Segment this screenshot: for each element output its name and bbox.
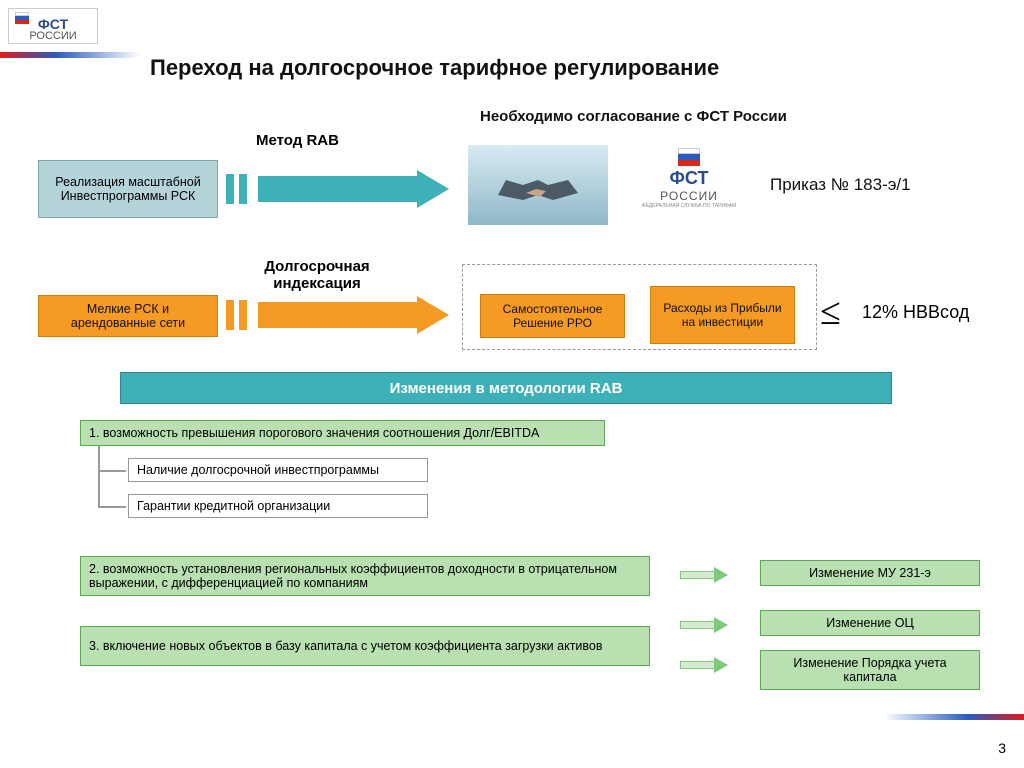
arrow-orange [258,296,458,334]
decor-gradient-tl [0,52,140,58]
change1: Изменение МУ 231-э [760,560,980,586]
approval-text: Необходимо согласование с ФСТ России [480,108,787,125]
handshake-image [468,145,608,225]
order-text: Приказ № 183-э/1 [770,175,911,195]
fst-sub: РОССИИ [634,189,744,203]
hvv-text: 12% НВВсод [862,302,969,323]
method-label: Метод RAB [256,132,339,149]
decor-gradient-br [884,714,1024,720]
logo-sub: РОССИИ [29,30,76,42]
page-number: 3 [998,740,1006,756]
arrow-teal [258,170,458,208]
item1b: Гарантии кредитной организации [128,494,428,518]
box-expenses: Расходы из Прибыли на инвестиции [650,286,795,344]
sm-arrow-3 [680,658,730,672]
box-rpo: Самостоятельное Решение РРО [480,294,625,338]
item1: 1. возможность превышения порогового зна… [80,420,605,446]
change2: Изменение ОЦ [760,610,980,636]
box-rsk-invest: Реализация масштабной Инвестпрограммы РС… [38,160,218,218]
fst-tiny: ФЕДЕРАЛЬНАЯ СЛУЖБА ПО ТАРИФАМ [634,203,744,209]
item1a: Наличие долгосрочной инвестпрограммы [128,458,428,482]
tree-v1 [98,446,100,508]
sm-arrow-2 [680,618,730,632]
ticks-orange [226,300,247,330]
fst-logo: ФСТ РОССИИ ФЕДЕРАЛЬНАЯ СЛУЖБА ПО ТАРИФАМ [634,148,744,209]
tree-h1 [98,470,126,472]
tree-h2 [98,506,126,508]
box-small-rsk: Мелкие РСК и арендованные сети [38,295,218,337]
fst-text: ФСТ [634,168,744,189]
sm-arrow-1 [680,568,730,582]
methodology-title: Изменения в методологии RAB [120,372,892,404]
index-label: Долгосрочная индексация [252,258,382,292]
page-title: Переход на долгосрочное тарифное регулир… [150,55,719,81]
item3: 3. включение новых объектов в базу капит… [80,626,650,666]
item2: 2. возможность установления региональных… [80,556,650,596]
leq-symbol: ≤ [820,290,841,334]
ticks-teal [226,174,247,204]
change3: Изменение Порядка учета капитала [760,650,980,690]
